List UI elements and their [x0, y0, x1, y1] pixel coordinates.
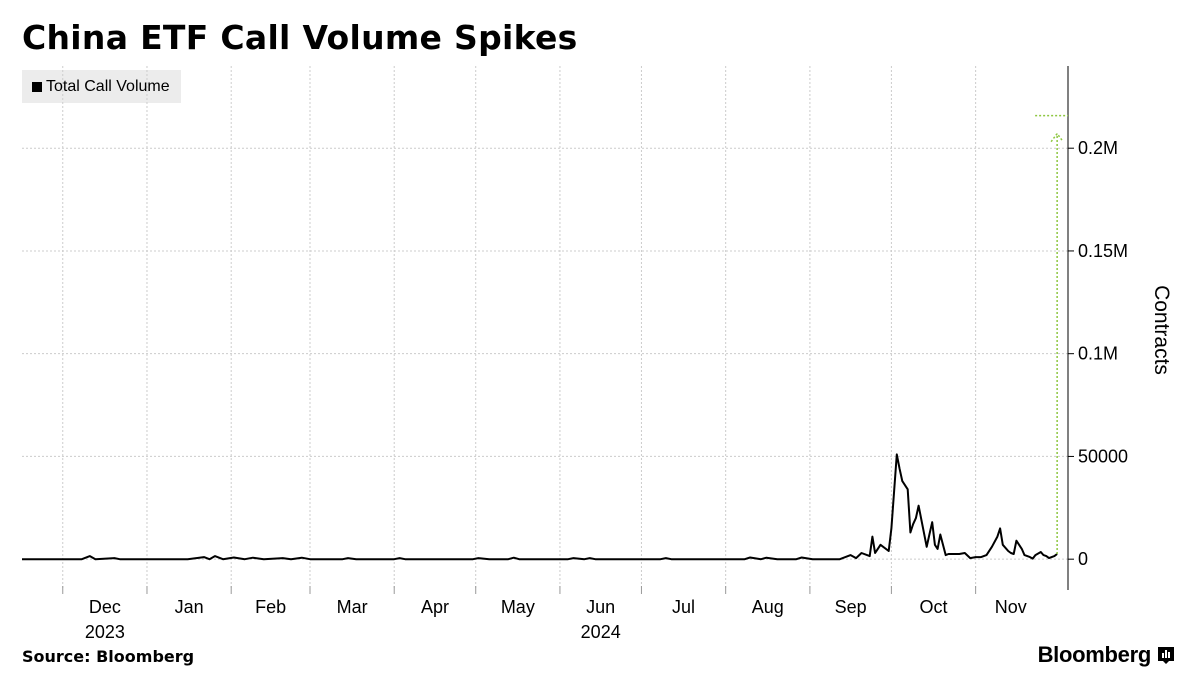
- source-note: Source: Bloomberg: [22, 647, 195, 666]
- y-tick-label: 0: [1078, 549, 1088, 569]
- y-tick-label: 0.2M: [1078, 138, 1118, 158]
- x-year-label: 2024: [581, 622, 621, 642]
- annotation-arrow-head: [1050, 132, 1064, 143]
- x-tick-label: Jun: [586, 597, 615, 617]
- x-tick-label: May: [501, 597, 535, 617]
- bloomberg-logo: Bloomberg: [1038, 642, 1175, 668]
- x-tick-label: Aug: [752, 597, 784, 617]
- y-tick-label: 50000: [1078, 446, 1128, 466]
- x-tick-label: Mar: [337, 597, 368, 617]
- x-tick-label: Dec: [89, 597, 121, 617]
- bloomberg-icon: [1158, 647, 1174, 664]
- x-tick-label: Oct: [920, 597, 948, 617]
- grid-layer: [22, 66, 1068, 590]
- y-tick-label: 0.15M: [1078, 241, 1128, 261]
- chart-title: China ETF Call Volume Spikes: [22, 18, 578, 57]
- x-tick-label: Apr: [421, 597, 449, 617]
- x-tick-label: Sep: [835, 597, 867, 617]
- x-tick-label: Feb: [255, 597, 286, 617]
- annotation-layer: [1035, 114, 1068, 555]
- x-year-label: 2023: [85, 622, 125, 642]
- x-tick-label: Jul: [672, 597, 695, 617]
- axis-layer: Dec 2023 Jan Feb Mar Apr May Jun 2024 Jul Aug Sep Oc…: [62, 66, 1128, 642]
- x-tick-label: Jan: [175, 597, 204, 617]
- brand-text: Bloomberg: [1037, 642, 1152, 667]
- legend-swatch: [32, 81, 42, 92]
- legend-label: Total Call Volume: [46, 77, 170, 95]
- series-layer: [22, 453, 1058, 561]
- legend: Total Call Volume: [22, 70, 181, 103]
- series-line-total-call-volume: [22, 453, 1058, 561]
- y-axis-label: Contracts: [1150, 285, 1173, 375]
- y-tick-label: 0.1M: [1078, 344, 1118, 364]
- x-tick-label: Nov: [995, 597, 1027, 617]
